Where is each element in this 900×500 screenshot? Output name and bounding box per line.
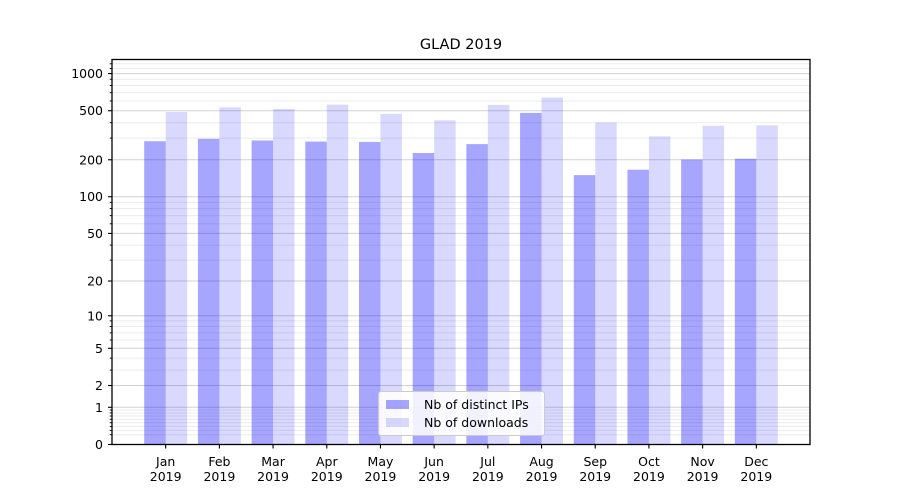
x-tick-label-month: Jun <box>423 454 444 469</box>
x-tick-label-year: 2019 <box>257 469 289 484</box>
legend-label-downloads: Nb of downloads <box>424 415 529 430</box>
bar-downloads-may <box>380 113 402 445</box>
y-tick-label: 10 <box>87 308 103 323</box>
bar-distinct-ips-jun <box>412 153 435 445</box>
y-tick-label: 1000 <box>71 66 103 81</box>
x-tick-label-year: 2019 <box>150 469 182 484</box>
legend-swatch-downloads <box>386 417 409 428</box>
x-tick-label-month: Nov <box>690 454 715 469</box>
x-tick-label-month: Feb <box>208 454 230 469</box>
y-tick-label: 0 <box>95 437 103 452</box>
bar-downloads-aug <box>541 97 564 445</box>
legend-swatch-distinct-ips <box>386 399 409 410</box>
x-tick-label-year: 2019 <box>526 469 558 484</box>
bar-downloads-mar <box>273 108 295 445</box>
y-tick-label: 1 <box>95 400 103 415</box>
bar-distinct-ips-nov <box>681 159 703 445</box>
x-tick-label-month: Jul <box>479 454 495 469</box>
bar-downloads-nov <box>702 125 725 445</box>
x-tick-label-year: 2019 <box>633 469 665 484</box>
x-tick-label-month: Mar <box>261 454 285 469</box>
y-tick-label: 5 <box>95 341 103 356</box>
y-tick-label: 20 <box>87 274 103 289</box>
x-tick-label-month: Jan <box>155 454 175 469</box>
y-tick-label: 200 <box>79 152 103 167</box>
x-tick-label-month: Aug <box>529 454 553 469</box>
legend: Nb of distinct IPs Nb of downloads <box>378 391 545 436</box>
bar-downloads-jun <box>434 120 456 445</box>
x-tick-label-year: 2019 <box>687 469 719 484</box>
legend-item-distinct-ips: Nb of distinct IPs <box>386 397 538 412</box>
bar-distinct-ips-jul <box>466 144 488 445</box>
bar-downloads-jul <box>487 104 510 445</box>
x-tick-label-year: 2019 <box>579 469 611 484</box>
bar-downloads-jan <box>165 112 188 445</box>
bar-distinct-ips-dec <box>734 158 757 445</box>
bar-downloads-sep <box>595 122 617 445</box>
x-tick-label-year: 2019 <box>740 469 772 484</box>
y-tick-label: 100 <box>79 189 103 204</box>
bar-downloads-oct <box>648 136 671 445</box>
y-tick-label: 2 <box>95 378 103 393</box>
legend-item-downloads: Nb of downloads <box>386 415 538 430</box>
bar-downloads-feb <box>219 107 241 445</box>
bar-distinct-ips-may <box>358 141 381 445</box>
y-tick-label: 50 <box>87 226 103 241</box>
x-tick-label-month: Oct <box>638 454 660 469</box>
x-tick-label-month: May <box>368 454 394 469</box>
bar-distinct-ips-apr <box>305 141 327 445</box>
bar-distinct-ips-oct <box>627 169 649 445</box>
x-tick-label-month: Dec <box>744 454 768 469</box>
x-tick-label-year: 2019 <box>418 469 450 484</box>
x-tick-label-month: Apr <box>316 454 338 469</box>
bar-downloads-dec <box>756 125 778 445</box>
bar-downloads-apr <box>326 104 349 445</box>
chart-title: GLAD 2019 <box>419 37 503 53</box>
x-tick-label-year: 2019 <box>365 469 397 484</box>
bar-distinct-ips-sep <box>573 175 596 445</box>
x-tick-label-year: 2019 <box>203 469 235 484</box>
plot-box <box>111 58 811 446</box>
legend-label-distinct-ips: Nb of distinct IPs <box>424 397 529 412</box>
x-tick-label-year: 2019 <box>311 469 343 484</box>
x-tick-label-month: Sep <box>583 454 607 469</box>
bar-distinct-ips-mar <box>251 140 274 445</box>
bar-distinct-ips-aug <box>520 112 542 445</box>
x-tick-label-year: 2019 <box>472 469 504 484</box>
y-tick-label: 500 <box>79 103 103 118</box>
bar-distinct-ips-feb <box>197 138 220 445</box>
bar-distinct-ips-jan <box>144 141 166 445</box>
